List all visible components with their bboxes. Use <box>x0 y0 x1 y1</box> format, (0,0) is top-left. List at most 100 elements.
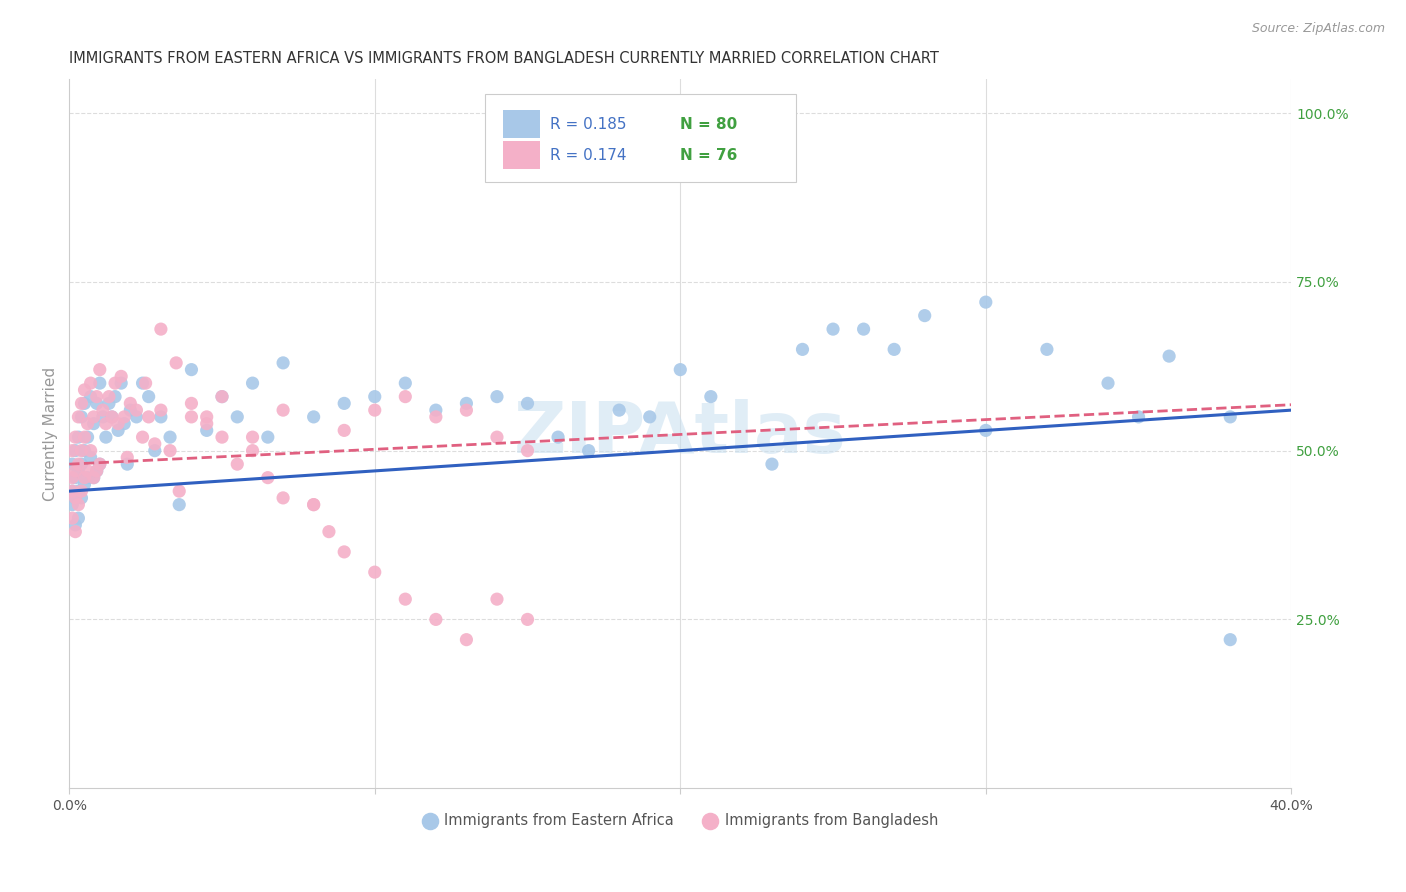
Point <box>120 403 142 417</box>
Text: R = 0.185: R = 0.185 <box>550 117 626 131</box>
Point <box>65 517 87 532</box>
Point <box>271 356 294 370</box>
Point <box>1128 409 1150 424</box>
Point <box>65 464 87 478</box>
Point <box>86 396 108 410</box>
Point <box>394 376 416 391</box>
Point <box>112 417 135 431</box>
FancyBboxPatch shape <box>503 110 540 138</box>
Point <box>73 477 96 491</box>
Point <box>883 343 905 357</box>
Point <box>67 484 90 499</box>
Point <box>167 498 190 512</box>
Point <box>1097 376 1119 391</box>
Point <box>394 592 416 607</box>
Point <box>76 464 98 478</box>
Point <box>364 565 387 579</box>
Point <box>76 470 98 484</box>
Point <box>65 524 87 539</box>
Point <box>669 362 692 376</box>
Point <box>516 443 538 458</box>
Point <box>65 491 87 505</box>
Point <box>60 511 83 525</box>
Point <box>86 464 108 478</box>
Point <box>67 511 90 525</box>
Point <box>104 390 127 404</box>
Point <box>73 383 96 397</box>
Point <box>149 322 172 336</box>
Y-axis label: Currently Married: Currently Married <box>44 367 58 500</box>
Point <box>485 390 508 404</box>
Point <box>333 423 356 437</box>
Point <box>60 484 83 499</box>
Point <box>65 430 87 444</box>
Point <box>1159 349 1181 363</box>
Point <box>425 403 447 417</box>
Point <box>1219 409 1241 424</box>
Point <box>91 403 114 417</box>
Point <box>211 390 233 404</box>
Point <box>302 498 325 512</box>
Point <box>974 295 997 310</box>
Point <box>76 430 98 444</box>
Point <box>94 417 117 431</box>
Point <box>73 470 96 484</box>
Point <box>117 457 139 471</box>
Text: IMMIGRANTS FROM EASTERN AFRICA VS IMMIGRANTS FROM BANGLADESH CURRENTLY MARRIED C: IMMIGRANTS FROM EASTERN AFRICA VS IMMIGR… <box>69 51 939 66</box>
Point <box>67 464 90 478</box>
Point <box>149 409 172 424</box>
Point <box>60 498 83 512</box>
Point <box>97 396 120 410</box>
Point <box>165 356 187 370</box>
Point <box>112 409 135 424</box>
Point <box>70 409 93 424</box>
Point <box>578 443 600 458</box>
Point <box>195 409 218 424</box>
Point <box>638 409 661 424</box>
Point <box>226 409 249 424</box>
Point <box>135 376 157 391</box>
Point <box>180 396 202 410</box>
Text: Source: ZipAtlas.com: Source: ZipAtlas.com <box>1251 22 1385 36</box>
Point <box>73 396 96 410</box>
Point <box>70 443 93 458</box>
Point <box>761 457 783 471</box>
Point <box>333 545 356 559</box>
Point <box>485 592 508 607</box>
Point <box>73 443 96 458</box>
Point <box>79 443 101 458</box>
Point <box>65 470 87 484</box>
Point <box>271 491 294 505</box>
Legend: Immigrants from Eastern Africa, Immigrants from Bangladesh: Immigrants from Eastern Africa, Immigran… <box>416 807 945 834</box>
Point <box>67 498 90 512</box>
Point <box>730 160 752 174</box>
Point <box>143 443 166 458</box>
Point <box>70 484 93 499</box>
Point <box>125 403 148 417</box>
Point <box>65 491 87 505</box>
Point <box>852 322 875 336</box>
Text: N = 80: N = 80 <box>681 117 738 131</box>
Point <box>97 390 120 404</box>
Point <box>131 376 153 391</box>
Point <box>101 409 124 424</box>
Point <box>700 390 723 404</box>
Point <box>425 409 447 424</box>
Point <box>94 430 117 444</box>
Point <box>76 417 98 431</box>
Point <box>302 409 325 424</box>
Point <box>226 457 249 471</box>
Text: R = 0.174: R = 0.174 <box>550 148 626 162</box>
Point <box>821 322 844 336</box>
Point <box>86 464 108 478</box>
Point <box>974 423 997 437</box>
Point <box>79 450 101 465</box>
Point <box>60 457 83 471</box>
Point <box>89 457 111 471</box>
Point <box>73 430 96 444</box>
Point <box>547 430 569 444</box>
Point <box>914 309 936 323</box>
Point <box>516 612 538 626</box>
Point <box>242 443 264 458</box>
Point <box>65 443 87 458</box>
